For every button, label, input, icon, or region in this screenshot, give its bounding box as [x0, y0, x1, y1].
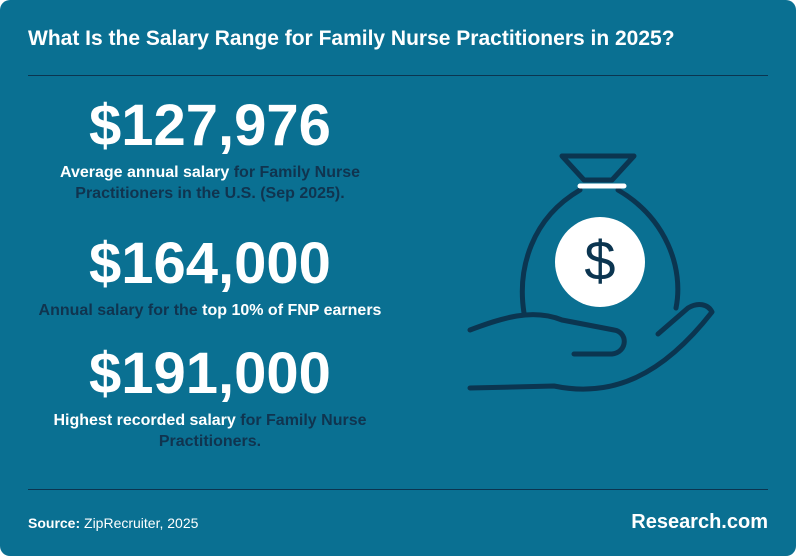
coin-icon [555, 217, 645, 307]
stat-description-rest: for Family Nurse Practitioners. [158, 412, 367, 450]
source-note: Source: ZipRecruiter, 2025 [28, 515, 198, 531]
stat-description-highlight: Average annual salary [60, 164, 230, 181]
stat-description-highlight: top 10% of FNP earners [202, 302, 382, 319]
stat-value: $164,000 [89, 231, 331, 296]
stat-description: Average annual salary for Family Nurse P… [28, 162, 392, 204]
stat-top-10-salary: $164,000 Annual salary for the top 10% o… [28, 232, 392, 321]
bottom-divider [28, 489, 768, 490]
page-title: What Is the Salary Range for Family Nurs… [28, 27, 675, 50]
stat-description-highlight: Highest recorded salary [53, 412, 236, 429]
stat-value: $191,000 [89, 341, 331, 406]
stat-value: $127,976 [89, 93, 331, 158]
dollar-sign-icon: $ [584, 229, 615, 292]
source-label: Source: [28, 515, 81, 531]
money-bag-in-hand-icon: $ [467, 153, 715, 392]
stat-description: Highest recorded salary for Family Nurse… [28, 410, 392, 452]
top-divider [28, 75, 768, 76]
stat-description-rest: for Family Nurse Practitioners in the U.… [75, 164, 360, 202]
stat-average-salary: $127,976 Average annual salary for Famil… [28, 94, 392, 204]
brand-logo: Research.com [631, 511, 768, 533]
stat-highest-salary: $191,000 Highest recorded salary for Fam… [28, 342, 392, 452]
source-text: ZipRecruiter, 2025 [80, 515, 199, 531]
stat-description: Annual salary for the top 10% of FNP ear… [28, 300, 392, 321]
stat-description-rest: Annual salary for the [38, 302, 203, 319]
